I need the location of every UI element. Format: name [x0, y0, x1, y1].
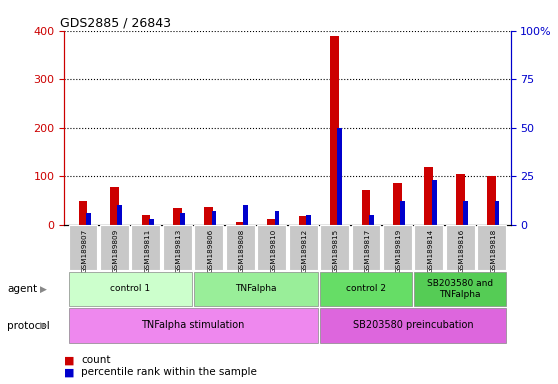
- FancyBboxPatch shape: [352, 225, 381, 270]
- FancyBboxPatch shape: [69, 225, 98, 270]
- Text: GSM189811: GSM189811: [145, 228, 151, 273]
- Text: GDS2885 / 26843: GDS2885 / 26843: [60, 17, 171, 30]
- Text: GSM189809: GSM189809: [113, 228, 119, 273]
- Text: GSM189808: GSM189808: [239, 228, 245, 273]
- Bar: [79, 201, 88, 225]
- Text: ▶: ▶: [40, 321, 47, 330]
- Text: GSM189813: GSM189813: [176, 228, 182, 273]
- Bar: [330, 36, 339, 225]
- FancyBboxPatch shape: [132, 225, 160, 270]
- Bar: [299, 217, 307, 225]
- Bar: [369, 215, 374, 225]
- Bar: [173, 208, 182, 225]
- FancyBboxPatch shape: [477, 225, 506, 270]
- FancyBboxPatch shape: [415, 272, 506, 306]
- FancyBboxPatch shape: [383, 225, 412, 270]
- Text: control 1: control 1: [110, 285, 150, 293]
- Text: SB203580 and
TNFalpha: SB203580 and TNFalpha: [427, 279, 493, 299]
- Text: ▶: ▶: [40, 285, 47, 294]
- Bar: [204, 207, 213, 225]
- Text: count: count: [81, 355, 110, 365]
- Text: SB203580 preincubation: SB203580 preincubation: [353, 320, 473, 331]
- Bar: [463, 201, 468, 225]
- FancyBboxPatch shape: [69, 308, 318, 343]
- Bar: [180, 213, 185, 225]
- Bar: [432, 180, 436, 225]
- Text: TNFalpha stimulation: TNFalpha stimulation: [141, 320, 245, 331]
- Text: GSM189819: GSM189819: [396, 228, 402, 273]
- Bar: [243, 205, 248, 225]
- Text: GSM189816: GSM189816: [459, 228, 465, 273]
- Bar: [393, 184, 402, 225]
- FancyBboxPatch shape: [194, 225, 223, 270]
- Text: GSM189807: GSM189807: [81, 228, 88, 273]
- Bar: [362, 190, 371, 225]
- Text: GSM189817: GSM189817: [364, 228, 371, 273]
- FancyBboxPatch shape: [194, 272, 318, 306]
- Bar: [211, 211, 217, 225]
- Text: GSM189815: GSM189815: [333, 228, 339, 273]
- FancyBboxPatch shape: [320, 225, 349, 270]
- Text: GSM189812: GSM189812: [302, 228, 307, 273]
- Text: control 2: control 2: [346, 285, 386, 293]
- FancyBboxPatch shape: [320, 272, 412, 306]
- Text: GSM189814: GSM189814: [427, 228, 434, 273]
- FancyBboxPatch shape: [288, 225, 318, 270]
- Text: GSM189810: GSM189810: [270, 228, 276, 273]
- Bar: [338, 128, 342, 225]
- FancyBboxPatch shape: [446, 225, 475, 270]
- Text: ■: ■: [64, 367, 75, 377]
- Text: TNFalpha: TNFalpha: [235, 285, 277, 293]
- Text: ■: ■: [64, 355, 75, 365]
- FancyBboxPatch shape: [257, 225, 286, 270]
- Text: GSM189818: GSM189818: [490, 228, 496, 273]
- Text: agent: agent: [7, 284, 37, 294]
- FancyBboxPatch shape: [163, 225, 192, 270]
- Bar: [487, 176, 496, 225]
- Text: protocol: protocol: [7, 321, 50, 331]
- Bar: [142, 215, 150, 225]
- Text: percentile rank within the sample: percentile rank within the sample: [81, 367, 257, 377]
- Bar: [400, 201, 405, 225]
- Text: GSM189806: GSM189806: [208, 228, 213, 273]
- Bar: [425, 167, 433, 225]
- FancyBboxPatch shape: [320, 308, 506, 343]
- Bar: [149, 219, 153, 225]
- Bar: [306, 215, 311, 225]
- Bar: [110, 187, 119, 225]
- Bar: [267, 219, 276, 225]
- Bar: [494, 201, 499, 225]
- Bar: [117, 205, 122, 225]
- FancyBboxPatch shape: [415, 225, 443, 270]
- Bar: [456, 174, 465, 225]
- FancyBboxPatch shape: [100, 225, 129, 270]
- Bar: [275, 211, 280, 225]
- FancyBboxPatch shape: [69, 272, 192, 306]
- Bar: [86, 213, 91, 225]
- Bar: [236, 222, 244, 225]
- FancyBboxPatch shape: [226, 225, 254, 270]
